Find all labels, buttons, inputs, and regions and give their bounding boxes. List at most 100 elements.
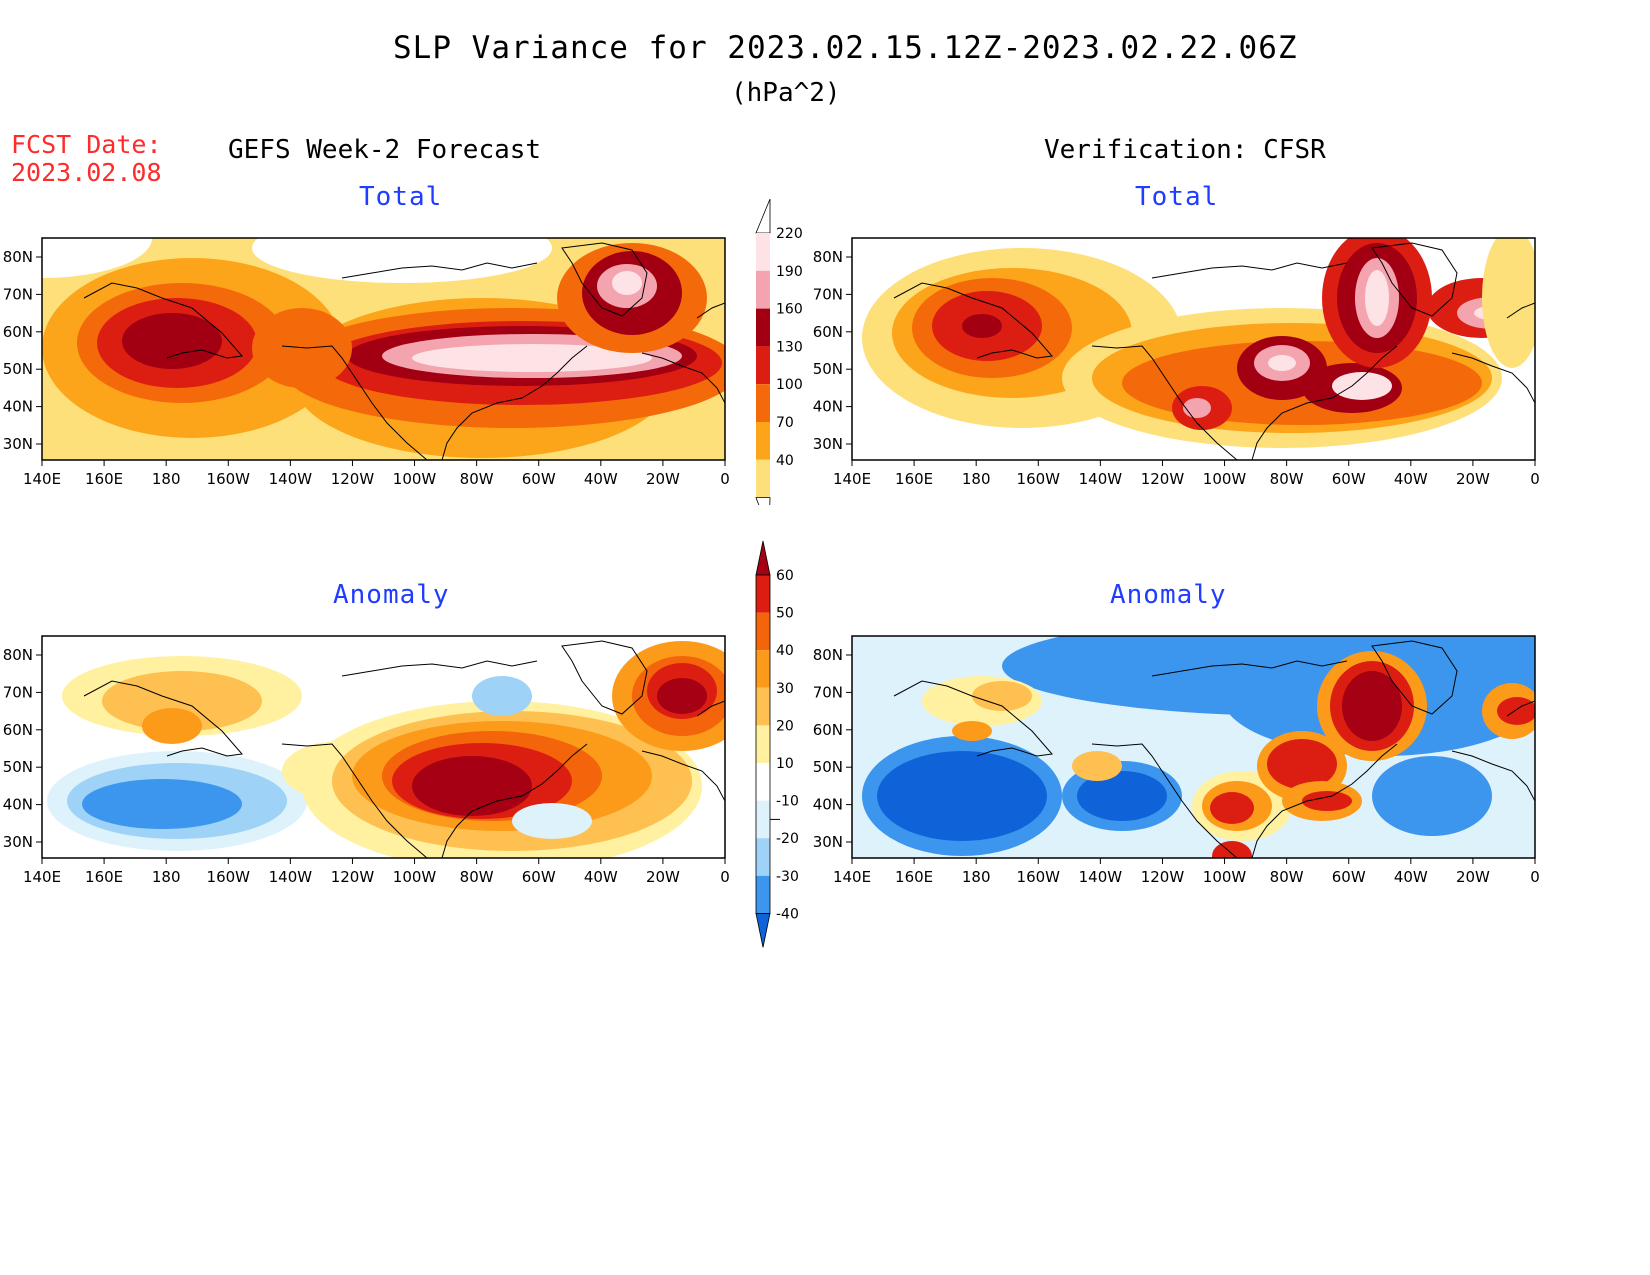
contour-region: [952, 721, 992, 741]
colorbar-swatch: [756, 650, 770, 688]
lat-tick-label: 80N: [813, 248, 843, 266]
lon-tick-label: 20W: [1456, 470, 1490, 488]
contour-region: [1268, 355, 1296, 371]
lon-tick-label: 40W: [584, 868, 618, 886]
colorbar-tick-label: -10: [776, 794, 799, 810]
contour-region: [612, 271, 642, 295]
lon-tick-label: 0: [720, 868, 730, 886]
contour-region: [1332, 372, 1392, 400]
contour-region: [252, 238, 552, 283]
colorbar-cap: [755, 540, 771, 576]
coastline: [1371, 242, 1458, 317]
lat-tick-label: 60N: [3, 721, 33, 739]
map-frame: [851, 237, 1536, 461]
lon-tick-label: 120W: [331, 470, 375, 488]
contour-region: [1077, 771, 1167, 821]
contour-region: [1072, 751, 1122, 781]
lat-tick-label: 70N: [813, 285, 843, 303]
colorbar-tick-label: 50: [776, 606, 794, 622]
colorbar-tick-label: 60: [776, 568, 794, 584]
lon-tick-label: 120W: [331, 868, 375, 886]
colorbar-swatch: [756, 233, 770, 271]
contour-region: [412, 756, 532, 816]
lat-tick-label: 60N: [813, 323, 843, 341]
lon-tick-label: 80W: [460, 868, 494, 886]
coastline: [561, 242, 648, 317]
lon-tick-label: 20W: [646, 868, 680, 886]
colorbar-swatch: [756, 875, 770, 914]
colorbar-tick-label: 190: [776, 264, 803, 280]
coastline: [341, 660, 538, 677]
lon-tick-label: 160E: [85, 470, 123, 488]
lon-tick-label: 140W: [269, 868, 313, 886]
lat-tick-label: 80N: [3, 248, 33, 266]
coastline: [641, 750, 725, 802]
lon-tick-label: 140E: [23, 868, 61, 886]
figure-units: (hPa^2): [731, 78, 841, 108]
contour-region: [1302, 791, 1352, 811]
contour-region: [142, 708, 202, 744]
coastline: [1451, 352, 1535, 404]
contour-region: [877, 751, 1047, 841]
contour-region: [972, 681, 1032, 711]
colorbar-swatch: [756, 725, 770, 763]
lon-tick-label: 180: [152, 470, 181, 488]
lon-tick-label: 160W: [207, 868, 251, 886]
lon-tick-label: 60W: [522, 470, 556, 488]
lon-tick-label: 160W: [1017, 470, 1061, 488]
lat-tick-label: 80N: [813, 646, 843, 664]
lon-tick-label: 140E: [833, 868, 871, 886]
coastline: [893, 282, 1053, 359]
lon-tick-label: 20W: [646, 470, 680, 488]
lat-tick-label: 70N: [3, 285, 33, 303]
lon-tick-label: 120W: [1141, 868, 1185, 886]
lat-tick-label: 70N: [3, 683, 33, 701]
lat-tick-label: 30N: [813, 833, 843, 851]
lon-tick-label: 140W: [269, 470, 313, 488]
lon-tick-label: 60W: [1332, 868, 1366, 886]
colorbar-swatch: [756, 459, 770, 498]
contour-region: [1212, 841, 1252, 858]
coastline: [893, 680, 1053, 757]
lat-tick-label: 30N: [3, 833, 33, 851]
lat-tick-label: 40N: [3, 796, 33, 814]
colorbar-frame: [755, 574, 771, 914]
colorbar-swatch: [756, 575, 770, 613]
contour-region: [1372, 756, 1492, 836]
map-frame: [851, 635, 1536, 859]
colorbar-tick-label: -30: [776, 869, 799, 885]
colorbar-total: 220 190 160 130 100 70 40: [755, 198, 803, 505]
contour-region: [1342, 671, 1402, 741]
colorbar-tick-label: 40: [776, 643, 794, 659]
lon-tick-label: 40W: [584, 470, 618, 488]
colorbar-tick-label: 160: [776, 302, 803, 318]
contour-region: [472, 676, 532, 716]
lat-tick-label: 40N: [3, 398, 33, 416]
coastline: [641, 352, 725, 404]
panel-title-top-left: Total: [359, 182, 443, 212]
coastline: [83, 680, 243, 757]
lon-tick-label: 0: [1530, 470, 1540, 488]
lon-tick-label: 100W: [1203, 470, 1247, 488]
lon-tick-label: 140E: [23, 470, 61, 488]
colorbar-cap: [755, 198, 771, 234]
lon-tick-label: 20W: [1456, 868, 1490, 886]
lon-tick-label: 160W: [1017, 868, 1061, 886]
colorbar-swatch: [756, 838, 770, 876]
lon-tick-label: 0: [1530, 868, 1540, 886]
lon-tick-label: 100W: [1203, 868, 1247, 886]
contour-region: [1267, 739, 1337, 789]
contour-region: [962, 314, 1002, 338]
contour-region: [122, 313, 222, 369]
colorbar-cap: [755, 497, 771, 505]
lat-tick-label: 70N: [813, 683, 843, 701]
coastline: [1091, 345, 1238, 460]
coastline: [1371, 640, 1458, 715]
colorbar-tick-label: -40: [776, 906, 799, 922]
contour-region: [82, 779, 242, 829]
coastline: [441, 345, 588, 460]
lon-tick-label: 120W: [1141, 470, 1185, 488]
coastline: [696, 700, 725, 717]
lat-tick-label: 40N: [813, 796, 843, 814]
colorbar-swatch: [756, 800, 770, 839]
